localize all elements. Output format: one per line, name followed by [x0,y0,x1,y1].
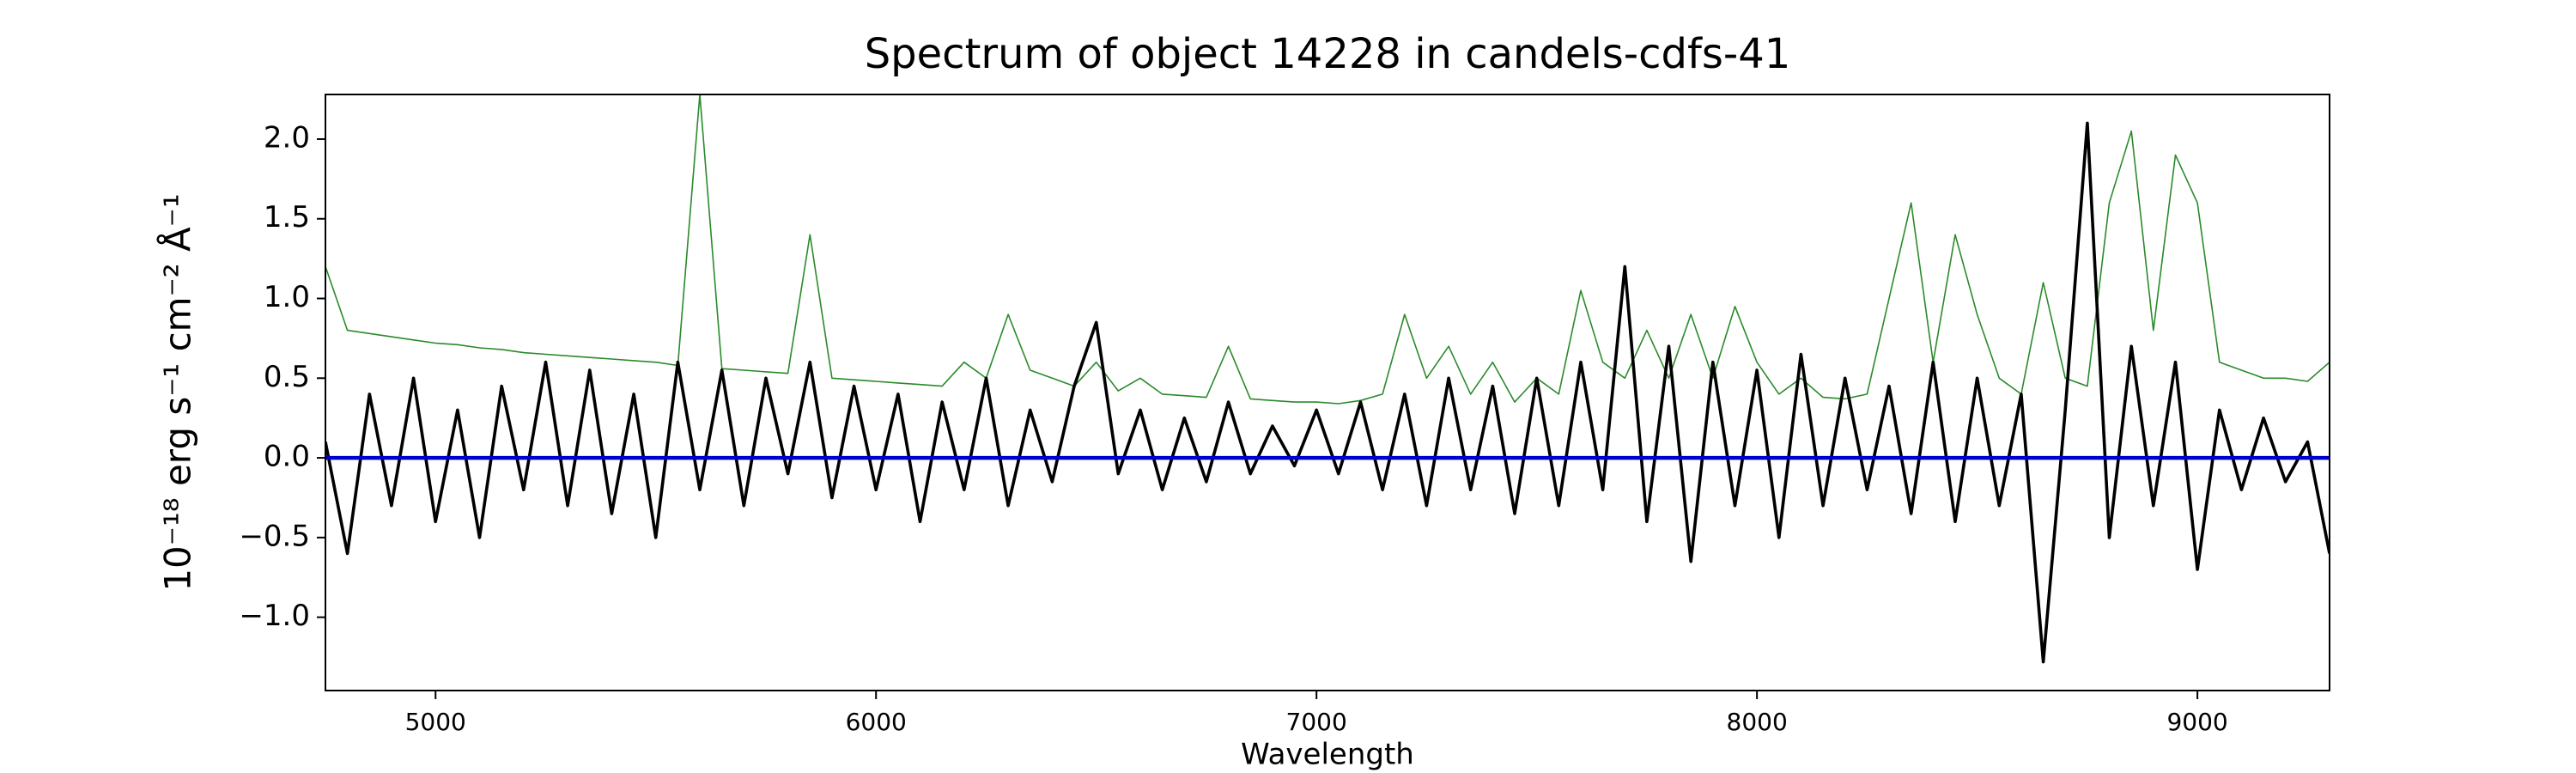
x-axis-label: Wavelength [1241,738,1414,772]
y-tick-label: 1.0 [264,280,310,314]
series-line [325,94,2330,405]
chart-title: Spectrum of object 14228 in candels-cdfs… [865,30,1791,78]
y-tick-label: 1.5 [264,200,310,234]
x-tick-label: 8000 [1727,708,1788,736]
series-line [325,121,2330,664]
y-tick-label: 0.5 [264,360,310,394]
x-tick-label: 6000 [846,708,907,736]
y-tick-label: 2.0 [264,120,310,155]
plot-frame [325,94,2330,691]
y-tick-label: −1.0 [239,599,310,633]
y-axis-label: 10⁻¹⁸ erg s⁻¹ cm⁻² Å⁻¹ [156,193,199,591]
x-tick-label: 9000 [2166,708,2227,736]
x-tick-label: 5000 [405,708,466,736]
x-tick-label: 7000 [1286,708,1347,736]
y-tick-label: 0.0 [264,440,310,474]
y-tick-label: −0.5 [239,519,310,553]
